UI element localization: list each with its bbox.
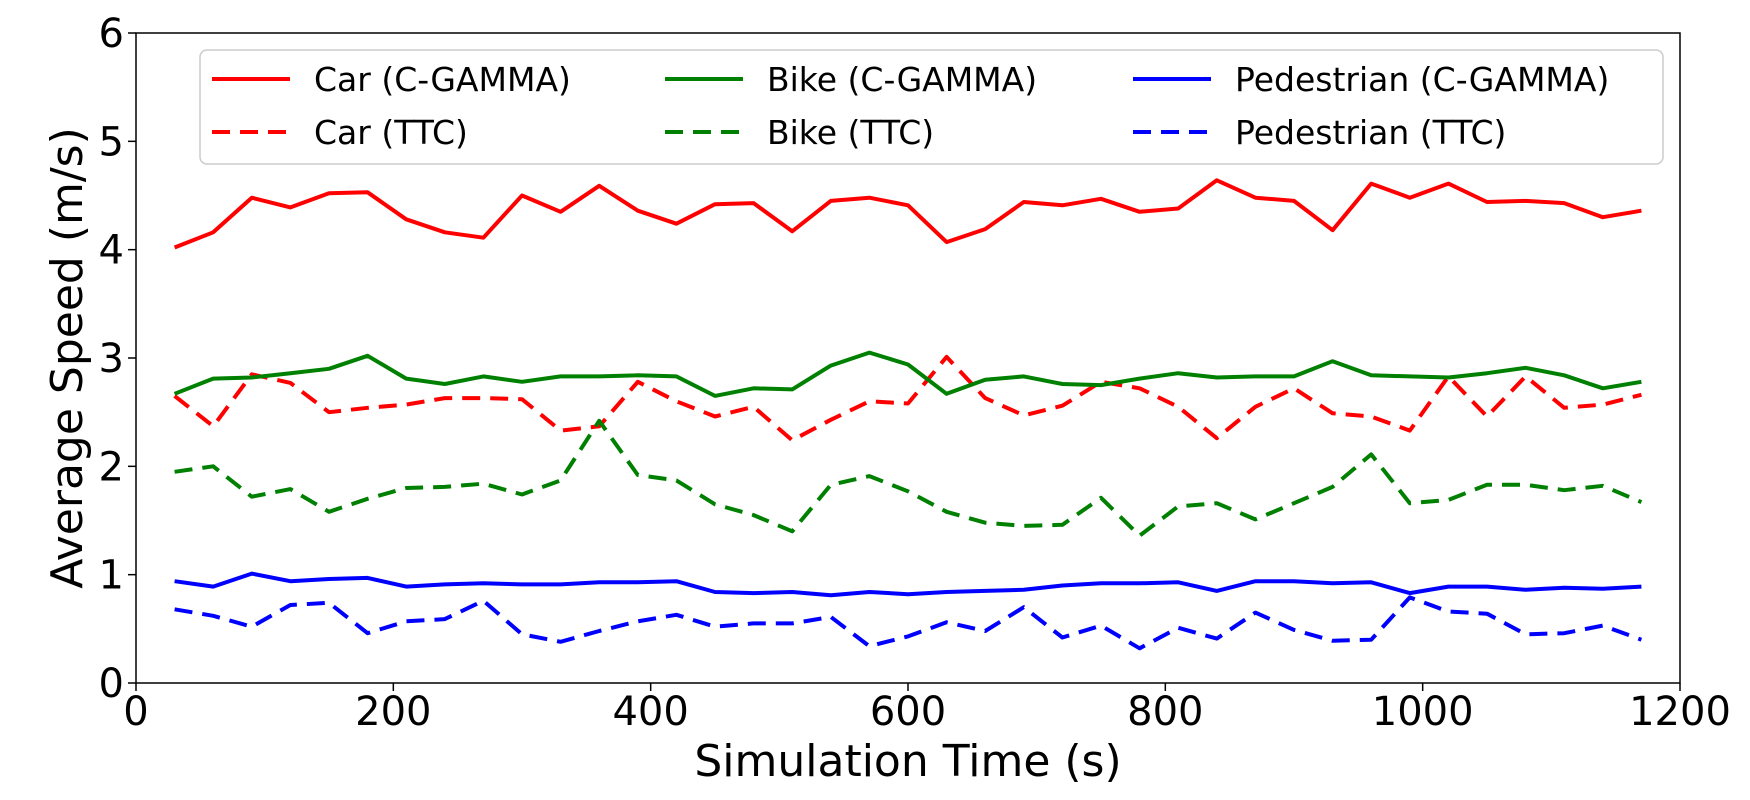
series-layer [173, 178, 1643, 651]
y-tick-label: 5 [99, 119, 124, 165]
y-tick-label: 6 [99, 11, 124, 57]
x-tick-label: 1000 [1372, 689, 1474, 735]
x-axis-ticks: 0 200 400 600 800 1000 1200 [123, 683, 1731, 735]
series-line-car-ttc [173, 354, 1642, 443]
x-axis-label: Simulation Time (s) [694, 736, 1121, 787]
y-axis-ticks: 0 1 2 3 4 5 6 [99, 11, 136, 707]
y-tick-label: 1 [99, 553, 124, 599]
legend: Car (C-GAMMA) Car (TTC) Bike (C-GAMMA) Bike… [199, 49, 1664, 165]
legend-label: Pedestrian (TTC) [1235, 113, 1506, 152]
x-tick-label: 200 [355, 689, 431, 735]
x-tick-label: 800 [1127, 689, 1203, 735]
x-tick-label: 400 [612, 689, 688, 735]
series-line-pedestrian-c-gamma [174, 571, 1642, 598]
y-tick-label: 4 [99, 228, 124, 274]
legend-label: Car (TTC) [314, 113, 468, 152]
series-line-car-c-gamma [173, 178, 1642, 250]
series-line-pedestrian-ttc [174, 595, 1643, 651]
series-line-bike-c-gamma [173, 350, 1642, 398]
y-tick-label: 0 [99, 661, 124, 707]
legend-label: Bike (C-GAMMA) [767, 60, 1037, 99]
y-axis-label: Average Speed (m/s) [42, 127, 93, 589]
legend-box [199, 49, 1664, 165]
x-tick-label: 1200 [1629, 689, 1731, 735]
legend-label: Pedestrian (C-GAMMA) [1235, 60, 1609, 99]
y-tick-label: 2 [99, 444, 124, 490]
x-tick-label: 0 [123, 689, 148, 735]
legend-label: Bike (TTC) [767, 113, 934, 152]
legend-label: Car (C-GAMMA) [314, 60, 571, 99]
x-tick-label: 600 [870, 689, 946, 735]
y-tick-label: 3 [99, 336, 124, 382]
series-line-bike-ttc [174, 418, 1643, 538]
